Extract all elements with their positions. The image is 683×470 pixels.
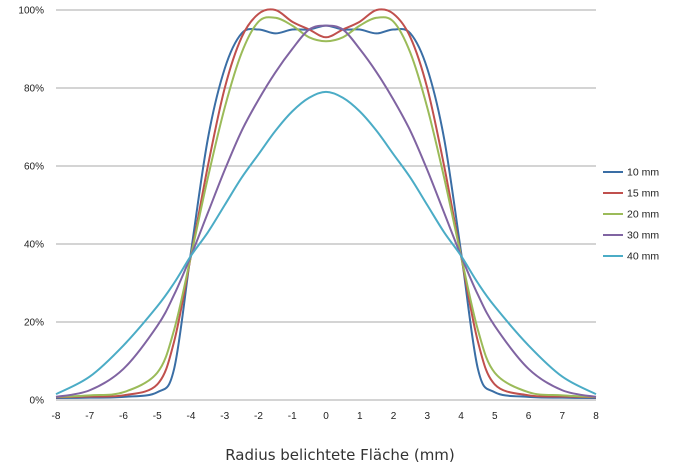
x-tick-label: 8	[593, 411, 599, 422]
legend-label-15-mm: 15 mm	[627, 188, 659, 200]
series-line-15-mm	[55, 8, 597, 399]
legend: 10 mm 15 mm 20 mm 30 mm 40 mm	[603, 167, 659, 263]
y-axis-tick-labels: 0% 20% 40% 60% 80% 100%	[18, 6, 44, 407]
x-tick-label: -6	[119, 411, 128, 422]
x-tick-label: -8	[52, 411, 61, 422]
x-tick-label: 0	[323, 411, 329, 422]
series-line-30-mm	[55, 24, 597, 398]
y-tick-label: 60%	[24, 162, 44, 173]
x-tick-label: 2	[391, 411, 397, 422]
legend-label-10-mm: 10 mm	[627, 167, 659, 179]
series-lines	[55, 8, 597, 400]
x-axis-tick-labels: -8 -7 -6 -5 -4 -3 -2 -1 0 1 2 3 4 5 6 7 8	[52, 411, 600, 422]
x-tick-label: 4	[458, 411, 464, 422]
y-tick-label: 80%	[24, 84, 44, 95]
x-tick-label: 6	[526, 411, 532, 422]
x-tick-label: -1	[288, 411, 297, 422]
legend-label-30-mm: 30 mm	[627, 230, 659, 242]
legend-label-40-mm: 40 mm	[627, 251, 659, 263]
x-tick-label: 1	[357, 411, 363, 422]
x-tick-label: -5	[153, 411, 162, 422]
x-tick-label: 3	[424, 411, 430, 422]
series-line-20-mm	[55, 16, 597, 398]
series-line-40-mm	[55, 90, 597, 396]
x-tick-label: 7	[559, 411, 565, 422]
y-tick-label: 20%	[24, 318, 44, 329]
legend-label-20-mm: 20 mm	[627, 209, 659, 221]
series-line-10-mm	[55, 24, 597, 400]
x-tick-label: -2	[254, 411, 263, 422]
y-tick-label: 40%	[24, 240, 44, 251]
y-tick-label: 0%	[30, 396, 45, 407]
x-tick-label: -4	[187, 411, 196, 422]
x-tick-label: -3	[220, 411, 229, 422]
grid-lines	[56, 9, 596, 401]
x-tick-label: 5	[492, 411, 498, 422]
y-tick-label: 100%	[18, 6, 44, 17]
x-tick-label: -7	[85, 411, 94, 422]
x-axis-label: Radius belichtete Fläche (mm)	[225, 446, 455, 464]
